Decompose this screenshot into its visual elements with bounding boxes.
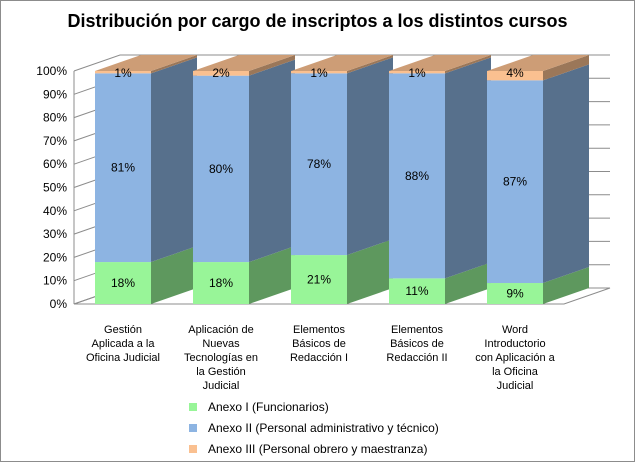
y-tick-label: 20%	[43, 250, 67, 264]
bar-side	[249, 246, 295, 304]
bar-segment	[389, 71, 445, 74]
bar-segment	[291, 71, 347, 74]
bar-segment	[389, 278, 445, 304]
bar-side	[543, 64, 589, 284]
bar-side	[249, 55, 295, 76]
bar-side	[347, 55, 393, 74]
bar-segment	[95, 262, 151, 304]
y-tick-label: 0%	[50, 297, 68, 311]
data-label: 87%	[503, 175, 527, 189]
x-tick-label: Gestión Aplicada a la Oficina Judicial	[86, 324, 160, 364]
bar-segment	[95, 73, 151, 263]
y-tick-label: 50%	[43, 181, 67, 195]
legend-item: Anexo III (Personal obrero y maestranza)	[189, 438, 439, 459]
x-tick-label: Elementos Básicos de Redacción II	[386, 324, 447, 364]
bar-top	[291, 55, 393, 71]
bar-segment	[291, 255, 347, 304]
data-label: 88%	[405, 169, 429, 183]
data-label: 78%	[307, 157, 331, 171]
legend-label: Anexo I (Funcionarios)	[208, 399, 329, 414]
data-label: 2%	[212, 66, 230, 80]
bar-side	[543, 55, 589, 81]
bar-segment	[487, 71, 543, 81]
bar-segment	[487, 80, 543, 284]
bar-side	[347, 239, 393, 304]
legend-item: Anexo II (Personal administrativo y técn…	[189, 417, 439, 438]
bar-side	[347, 57, 393, 256]
chart-title: Distribución por cargo de inscriptos a l…	[67, 11, 568, 31]
x-tick-label: Aplicación de Nuevas Tecnologías en la Gest…	[184, 324, 258, 392]
x-tick-label: Elementos Básicos de Redacción I	[290, 324, 348, 364]
bar-segment	[95, 71, 151, 74]
bar-side	[445, 57, 491, 279]
y-tick-label: 30%	[43, 227, 67, 241]
data-label: 21%	[307, 273, 331, 287]
data-label: 18%	[111, 276, 135, 290]
bar-segment	[193, 71, 249, 76]
legend-swatch	[189, 423, 197, 432]
bar-segment	[291, 73, 347, 256]
y-tick-label: 70%	[43, 134, 67, 148]
bar-side	[151, 55, 197, 74]
bar-segment	[193, 262, 249, 304]
y-tick-label: 60%	[43, 157, 67, 171]
bar-top	[95, 55, 197, 71]
bar-side	[543, 267, 589, 304]
legend-item: Anexo I (Funcionarios)	[189, 396, 439, 417]
legend-swatch	[189, 402, 197, 411]
x-tick-label: Word Introductorio con Aplicación a la Ofic…	[475, 324, 555, 392]
bar-top	[389, 55, 491, 71]
data-label: 81%	[111, 161, 135, 175]
data-label: 9%	[506, 287, 524, 301]
data-label: 1%	[310, 66, 328, 80]
legend-label: Anexo II (Personal administrativo y técn…	[208, 420, 439, 435]
y-tick-label: 100%	[36, 64, 67, 78]
chart-legend: Anexo I (Funcionarios) Anexo II (Personal…	[189, 396, 439, 459]
data-label: 18%	[209, 276, 233, 290]
bar-side	[445, 262, 491, 304]
bar-segment	[389, 73, 445, 279]
bar-side	[445, 55, 491, 74]
data-label: 1%	[408, 66, 426, 80]
data-label: 1%	[114, 66, 132, 80]
bar-top	[487, 55, 589, 71]
bar-top	[193, 55, 295, 71]
data-label: 11%	[405, 284, 428, 298]
y-tick-label: 90%	[43, 87, 67, 101]
y-tick-label: 10%	[43, 274, 67, 288]
data-label: 4%	[506, 66, 524, 80]
y-tick-label: 40%	[43, 204, 67, 218]
bar-side	[151, 57, 197, 263]
bar-side	[249, 59, 295, 263]
bar-segment	[487, 283, 543, 304]
bar-segment	[193, 75, 249, 263]
y-tick-label: 80%	[43, 111, 67, 125]
bar-side	[151, 246, 197, 304]
data-label: 80%	[209, 162, 233, 176]
legend-label: Anexo III (Personal obrero y maestranza)	[208, 441, 428, 456]
legend-swatch	[189, 444, 197, 453]
